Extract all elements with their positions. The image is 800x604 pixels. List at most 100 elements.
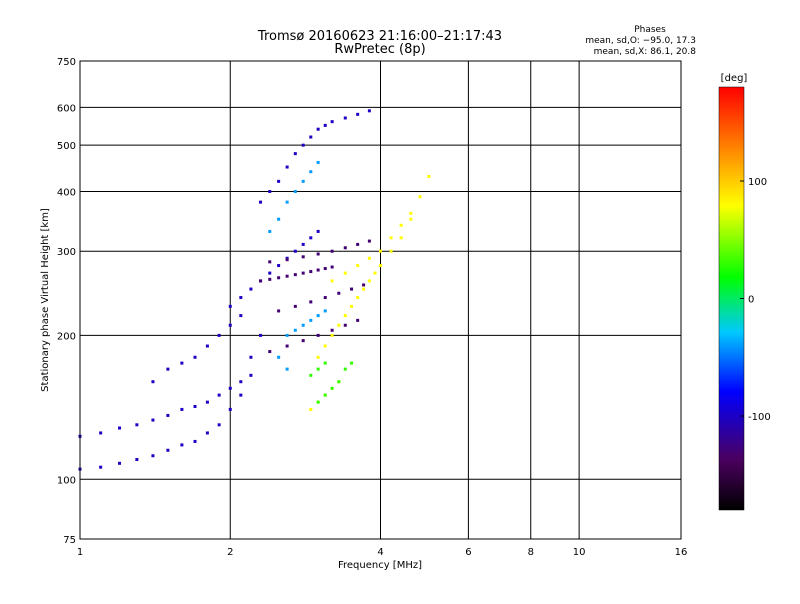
data-point: [330, 333, 334, 337]
data-point: [217, 423, 221, 427]
data-point: [259, 200, 263, 204]
data-point: [285, 274, 289, 278]
data-point: [316, 367, 320, 371]
y-tick-label: 75: [63, 535, 76, 546]
data-point: [309, 170, 313, 174]
data-point: [330, 386, 334, 390]
data-point: [309, 270, 313, 274]
data-point: [367, 239, 371, 243]
data-point: [343, 116, 347, 120]
x-tick-label: 1: [77, 547, 83, 558]
data-point: [330, 279, 334, 283]
data-point: [309, 300, 313, 304]
data-point: [309, 318, 313, 322]
data-point: [323, 296, 327, 300]
data-point: [99, 431, 103, 435]
data-point: [356, 242, 360, 246]
data-point: [409, 217, 413, 221]
colorbar-tick-label: 0: [748, 295, 754, 306]
data-point: [99, 465, 103, 469]
data-point: [399, 236, 403, 240]
y-axis-label: Stationary phase Virtual Height [km]: [40, 208, 51, 392]
data-point: [309, 407, 313, 411]
data-point: [151, 380, 155, 384]
data-point: [343, 323, 347, 327]
data-point: [249, 373, 253, 377]
data-point: [285, 200, 289, 204]
data-point: [268, 260, 272, 264]
data-point: [277, 179, 281, 183]
data-point: [193, 404, 197, 408]
chart-title: Tromsø 20160623 21:16:00–21:17:43: [257, 29, 502, 44]
data-point: [293, 249, 297, 253]
data-point: [301, 242, 305, 246]
data-point: [356, 318, 360, 322]
data-point: [330, 328, 334, 332]
data-point: [277, 355, 281, 359]
data-point: [193, 439, 197, 443]
phase-stats-heading: Phases: [634, 25, 666, 35]
data-point: [151, 454, 155, 458]
data-point: [180, 443, 184, 447]
data-point: [316, 160, 320, 164]
y-tick-label: 400: [57, 187, 76, 198]
data-point: [399, 223, 403, 227]
colorbar-label: [deg]: [721, 73, 748, 84]
data-point: [427, 174, 431, 178]
y-tick-label: 500: [57, 141, 76, 152]
data-point: [205, 431, 209, 435]
data-point: [151, 418, 155, 422]
data-point: [367, 279, 371, 283]
data-point: [249, 287, 253, 291]
y-tick-label: 200: [57, 331, 76, 342]
data-points: [78, 109, 431, 471]
data-point: [239, 314, 243, 318]
data-point: [268, 350, 272, 354]
x-axis-label: Frequency [MHz]: [338, 560, 422, 571]
data-point: [316, 333, 320, 337]
data-point: [277, 264, 281, 268]
colorbar-tick-label: -100: [748, 412, 771, 423]
data-point: [239, 380, 243, 384]
data-point: [268, 229, 272, 233]
data-point: [362, 283, 366, 287]
data-point: [409, 211, 413, 215]
data-point: [180, 407, 184, 411]
data-point: [277, 217, 281, 221]
data-point: [217, 393, 221, 397]
data-point: [259, 333, 263, 337]
x-tick-label: 4: [377, 547, 383, 558]
data-point: [316, 229, 320, 233]
data-point: [301, 143, 305, 147]
x-tick-label: 16: [675, 547, 688, 558]
data-point: [277, 276, 281, 280]
data-point: [228, 304, 232, 308]
data-point: [350, 287, 354, 291]
data-point: [228, 407, 232, 411]
data-point: [343, 246, 347, 250]
data-point: [418, 195, 422, 199]
data-point: [135, 457, 139, 461]
x-axis-ticks: 1 2 4 6 8 10 16: [77, 547, 688, 558]
plot-frame: [79, 60, 682, 540]
data-point: [373, 271, 377, 275]
data-point: [379, 264, 382, 268]
data-point: [301, 179, 305, 183]
data-point: [343, 367, 347, 371]
phase-stats-x: mean, sd,X: 86.1, 20.8: [594, 47, 697, 57]
data-point: [285, 258, 289, 262]
data-point: [301, 271, 305, 275]
data-point: [228, 386, 232, 390]
data-point: [285, 333, 289, 337]
data-point: [316, 268, 320, 272]
data-point: [285, 165, 289, 169]
data-point: [180, 361, 184, 365]
data-point: [301, 323, 305, 327]
data-point: [316, 355, 320, 359]
data-point: [205, 400, 209, 404]
data-point: [166, 448, 170, 452]
data-point: [356, 112, 360, 116]
x-tick-label: 6: [465, 547, 471, 558]
data-point: [166, 413, 170, 417]
data-point: [323, 393, 327, 397]
